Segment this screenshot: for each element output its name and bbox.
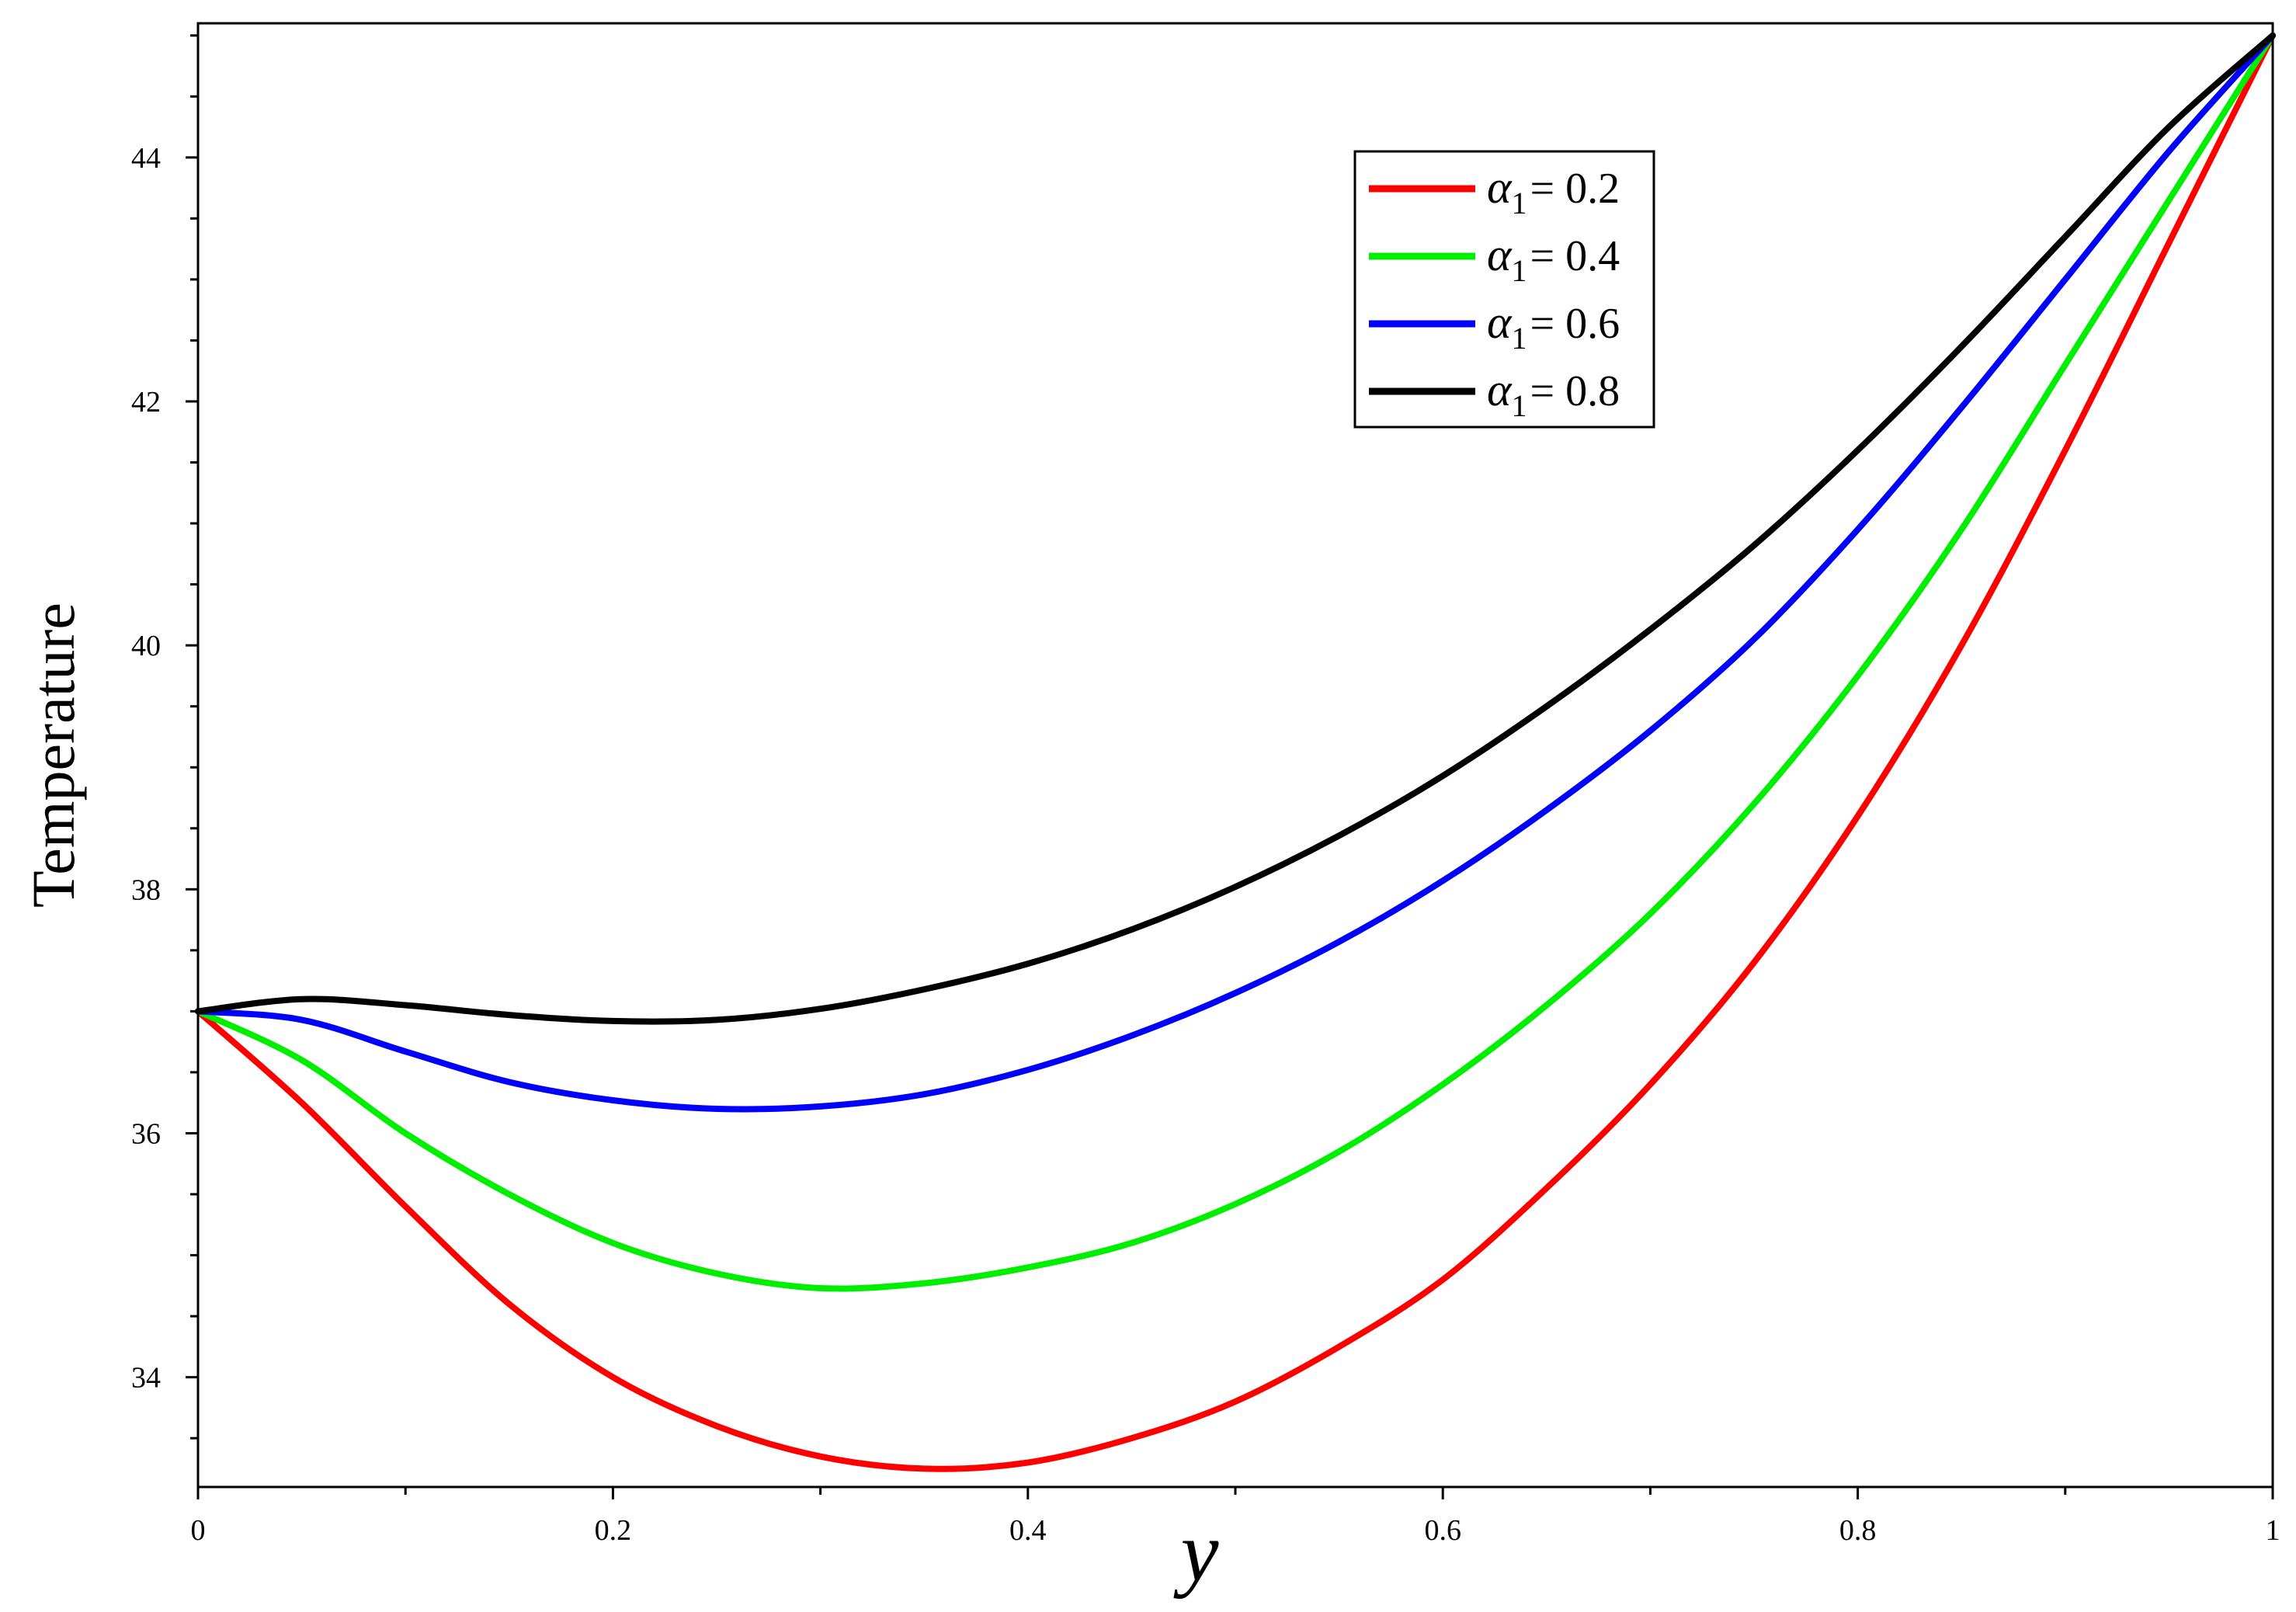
- y-axis-label: Temperature: [19, 603, 87, 908]
- x-tick-label: 0: [191, 1514, 206, 1547]
- legend-entry: α1= 0.4: [1487, 229, 1620, 288]
- legend: α1= 0.2α1= 0.4α1= 0.6α1= 0.8: [1353, 150, 1655, 429]
- legend-entry: α1= 0.2: [1487, 162, 1620, 221]
- plot-area: [195, 32, 2276, 1472]
- axes: 0 0.2 0.4 0.6 0.8 1 34 36 38 40 42 44: [131, 22, 2280, 1547]
- y-tick-label: 34: [131, 1362, 161, 1395]
- x-tick-label: 0.8: [1839, 1514, 1877, 1547]
- series-line-4: [195, 32, 2276, 1025]
- legend-subscript: 1: [1512, 388, 1527, 423]
- legend-entry: α1= 0.8: [1487, 364, 1620, 423]
- legend-entry: α1= 0.6: [1487, 297, 1620, 356]
- legend-value: = 0.8: [1530, 367, 1620, 415]
- x-tick-label: 0.6: [1424, 1514, 1461, 1547]
- y-tick-label: 36: [131, 1117, 161, 1150]
- series-line-1: [195, 32, 2276, 1472]
- legend-value: = 0.6: [1530, 300, 1620, 348]
- series-line-3: [195, 32, 2276, 1113]
- legend-subscript: 1: [1512, 186, 1527, 221]
- legend-value: = 0.2: [1530, 165, 1620, 213]
- y-tick-label: 38: [131, 874, 161, 906]
- legend-box: [1353, 150, 1655, 429]
- legend-alpha: α: [1487, 364, 1513, 415]
- x-axis-label: y: [1173, 1504, 1219, 1599]
- series-line-2: [195, 32, 2276, 1292]
- legend-subscript: 1: [1512, 321, 1527, 356]
- legend-subscript: 1: [1512, 253, 1527, 288]
- y-tick-label: 40: [131, 630, 161, 662]
- x-tick-label: 0.4: [1009, 1514, 1047, 1547]
- legend-alpha: α: [1487, 229, 1513, 280]
- x-tick-label: 0.2: [595, 1514, 632, 1547]
- y-tick-label: 44: [131, 142, 161, 175]
- y-tick-label: 42: [131, 386, 161, 419]
- legend-value: = 0.4: [1530, 232, 1620, 280]
- legend-alpha: α: [1487, 297, 1513, 348]
- x-tick-label: 1: [2266, 1514, 2280, 1547]
- legend-alpha: α: [1487, 162, 1513, 213]
